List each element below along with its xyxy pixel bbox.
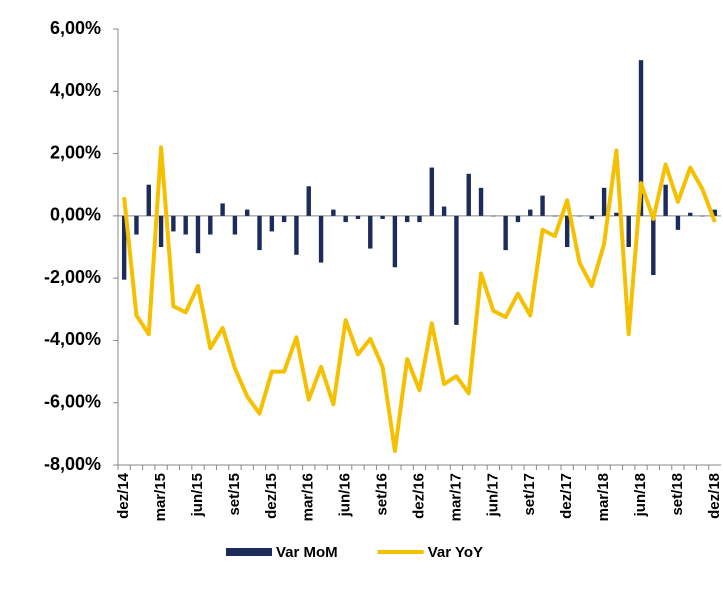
- line: [122, 145, 717, 453]
- y-tick-label: 6,00%: [50, 18, 101, 38]
- bar: [171, 215, 176, 232]
- bar: [700, 215, 705, 217]
- bar: [158, 215, 164, 247]
- bar: [294, 215, 299, 255]
- bar: [528, 209, 533, 216]
- bar: [146, 184, 151, 216]
- x-tick-label: dez/15: [263, 473, 280, 519]
- x-tick-label: jun/15: [189, 473, 206, 517]
- bar: [220, 203, 225, 216]
- y-tick-label: -4,00%: [44, 329, 101, 349]
- x-tick-label: dez/18: [706, 473, 723, 519]
- legend-label: Var MoM: [276, 544, 338, 561]
- bar: [269, 215, 275, 232]
- x-tick-label: dez/16: [410, 473, 427, 519]
- y-tick-label: -8,00%: [44, 454, 101, 474]
- x-tick-label: mar/18: [595, 473, 612, 521]
- x-tick-label: set/16: [374, 473, 391, 516]
- bar: [564, 215, 570, 247]
- x-tick-label: jun/17: [484, 473, 501, 517]
- bar: [355, 215, 361, 219]
- bar: [429, 167, 435, 216]
- bar: [134, 215, 139, 235]
- x-tick-label: mar/16: [300, 473, 317, 521]
- bar: [281, 215, 287, 223]
- bar: [306, 186, 311, 216]
- bar: [183, 215, 188, 235]
- x-tick-label: jun/18: [632, 473, 649, 517]
- legend-swatch: [226, 548, 272, 556]
- bar: [466, 173, 471, 216]
- bar: [577, 215, 582, 217]
- bar: [368, 215, 373, 249]
- bar: [121, 215, 127, 280]
- x-tick-label: mar/17: [447, 473, 464, 521]
- legend-label: Var YoY: [428, 544, 483, 561]
- bar: [503, 215, 508, 251]
- y-tick-label: -6,00%: [44, 391, 101, 411]
- bar: [208, 215, 213, 235]
- bar: [232, 215, 238, 235]
- x-tick-label: set/18: [669, 473, 686, 516]
- bar: [675, 215, 681, 230]
- bar: [331, 209, 336, 216]
- bar: [601, 187, 607, 216]
- y-tick-label: 0,00%: [50, 205, 101, 225]
- bar: [441, 206, 447, 216]
- bar: [257, 215, 262, 251]
- bar: [318, 215, 324, 263]
- x-tick-label: set/17: [521, 473, 538, 516]
- y-tick-label: 2,00%: [50, 142, 101, 162]
- bar: [663, 184, 668, 216]
- bar: [540, 195, 545, 216]
- bar: [343, 215, 348, 223]
- bar: [380, 215, 385, 219]
- y-tick-label: -2,00%: [44, 267, 101, 287]
- x-tick-label: jun/16: [337, 473, 354, 517]
- bar: [614, 212, 619, 216]
- x-tick-label: set/15: [226, 473, 243, 516]
- y-tick-label: 4,00%: [50, 80, 101, 100]
- x-tick-label: dez/17: [558, 473, 575, 519]
- x-tick-label: mar/15: [152, 473, 169, 521]
- bar: [589, 215, 594, 219]
- bar: [245, 209, 250, 216]
- bar: [515, 215, 521, 223]
- bar: [454, 215, 459, 325]
- bar: [651, 215, 656, 276]
- bar: [626, 215, 631, 247]
- bar: [417, 215, 422, 223]
- bar: [404, 215, 410, 223]
- bar: [478, 187, 484, 216]
- bar: [392, 215, 398, 268]
- bar: [195, 215, 201, 254]
- bar: [638, 60, 644, 216]
- x-tick-label: dez/14: [115, 472, 132, 519]
- bar: [491, 215, 496, 217]
- bar: [552, 215, 558, 217]
- bar: [712, 209, 718, 216]
- bar: [688, 212, 693, 216]
